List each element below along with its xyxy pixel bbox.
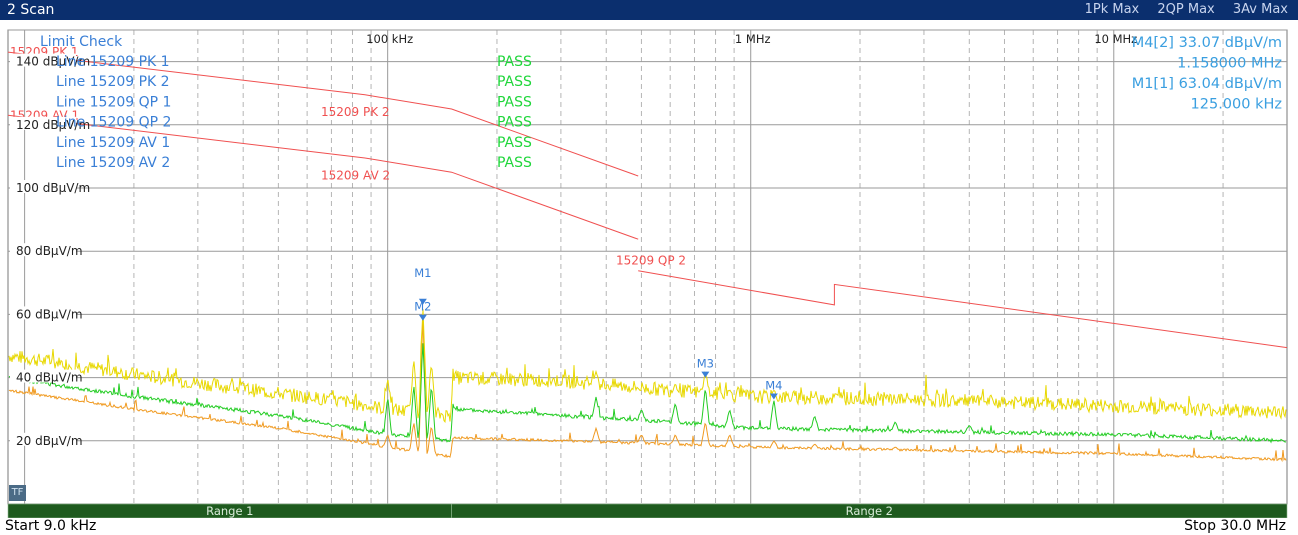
marker-label: M1 — [414, 266, 431, 280]
markers: M1 M2 M3 M4 — [414, 266, 782, 400]
y-tick-label: 40 dBµV/m — [16, 371, 83, 385]
y-tick-bg — [10, 306, 76, 320]
limit-check-line: Line 15209 QP 2 — [56, 115, 171, 131]
y-tick-bg — [10, 243, 76, 257]
marker-readout: 125.000 kHz — [1191, 97, 1282, 113]
stop-frequency: Stop 30.0 MHz — [1184, 518, 1286, 534]
marker-label: M3 — [697, 357, 714, 371]
plot-background — [7, 29, 1288, 505]
limit-check-result: PASS — [497, 155, 532, 171]
y-tick-bg — [10, 180, 76, 193]
window-title: 2 Scan — [7, 2, 55, 18]
x-tick-label: 10 MHz — [1094, 32, 1137, 46]
limit-check-result: PASS — [497, 94, 532, 110]
traces — [8, 309, 1287, 463]
limit-line — [364, 157, 639, 240]
y-tick-bg — [10, 53, 76, 67]
trace-2 — [8, 343, 1287, 444]
x-tick-label: 100 kHz — [366, 32, 413, 46]
marker-triangle — [769, 393, 778, 400]
limit-check-line: Line 15209 QP 1 — [56, 94, 171, 110]
limit-line-label: 15209 QP 2 — [616, 254, 686, 268]
marker-readout: M1[1] 63.04 dBµV/m — [1132, 76, 1282, 92]
y-tick-label: 120 dBµV/m — [16, 118, 90, 132]
start-frequency: Start 9.0 kHz — [5, 518, 97, 534]
trace-1-dot — [1075, 6, 1082, 13]
limit-line — [638, 270, 1288, 349]
axis-labels: 140 dBµV/m 120 dBµV/m 100 dBµV/m 80 dBµV/m 6… — [10, 32, 1137, 448]
legend-trace-2: 2QP Max — [1157, 2, 1215, 17]
y-tick-label: 100 dBµV/m — [16, 181, 90, 195]
limit-check-line: Line 15209 AV 2 — [56, 155, 170, 171]
marker-label: M2 — [414, 300, 431, 314]
x-tick-label: 1 MHz — [735, 32, 771, 46]
y-tick-bg — [10, 369, 76, 383]
trace-1 — [8, 309, 1287, 424]
range-label: Range 1 — [206, 504, 253, 518]
limit-line-label: 15209 PK 2 — [321, 105, 390, 119]
marker-triangle — [701, 371, 710, 378]
marker-label: M4 — [765, 378, 782, 392]
legend-trace-1: 1Pk Max — [1084, 2, 1140, 17]
footer: Start 9.0 kHz Stop 30.0 MHz — [0, 518, 1298, 535]
legend-trace-3: 3Av Max — [1232, 2, 1288, 17]
limit-check-line: Line 15209 PK 2 — [56, 74, 170, 90]
marker-triangle — [418, 314, 427, 321]
limit-check-result: PASS — [497, 74, 532, 90]
limit-line-label: 15209 AV 2 — [321, 168, 390, 182]
marker-triangle — [418, 298, 427, 305]
y-tick-label: 140 dBµV/m — [16, 55, 90, 69]
range-bar: Range 1 Range 2 — [7, 503, 1288, 518]
limit-check-line: Line 15209 PK 1 — [56, 54, 170, 70]
limit-check-line: Line 15209 AV 1 — [56, 135, 170, 151]
limit-check-header: Limit Check — [40, 34, 123, 50]
limit-check-table: Limit Check Line 15209 PK 1 PASS Line 15209… — [40, 34, 532, 171]
grid — [8, 29, 1287, 504]
y-tick-label: 20 dBµV/m — [16, 434, 83, 448]
trace-legend: 1Pk Max 2QP Max 3Av Max — [1071, 0, 1288, 20]
range-label: Range 2 — [846, 504, 893, 518]
limit-check-result: PASS — [497, 115, 532, 131]
trace-3 — [8, 319, 1287, 463]
marker-info: M4[2] 33.07 dBµV/m 1.158000 MHz M1[1] 63.0… — [1132, 35, 1282, 113]
trace-2-dot — [1147, 6, 1154, 13]
title-bar: 2 Scan 1Pk Max 2QP Max 3Av Max — [0, 0, 1298, 20]
limit-check-result: PASS — [497, 54, 532, 70]
limit-check-result: PASS — [497, 135, 532, 151]
tf-badge: TF — [9, 485, 26, 501]
marker-readout: 1.158000 MHz — [1177, 56, 1282, 72]
trace-3-dot — [1223, 6, 1230, 13]
y-tick-label: 80 dBµV/m — [16, 244, 83, 258]
y-tick-label: 60 dBµV/m — [16, 307, 83, 321]
y-tick-bg — [10, 432, 76, 446]
y-tick-bg — [10, 116, 76, 130]
limit-line — [364, 94, 639, 177]
marker-readout: M4[2] 33.07 dBµV/m — [1132, 35, 1282, 51]
range-segment — [451, 503, 1288, 518]
